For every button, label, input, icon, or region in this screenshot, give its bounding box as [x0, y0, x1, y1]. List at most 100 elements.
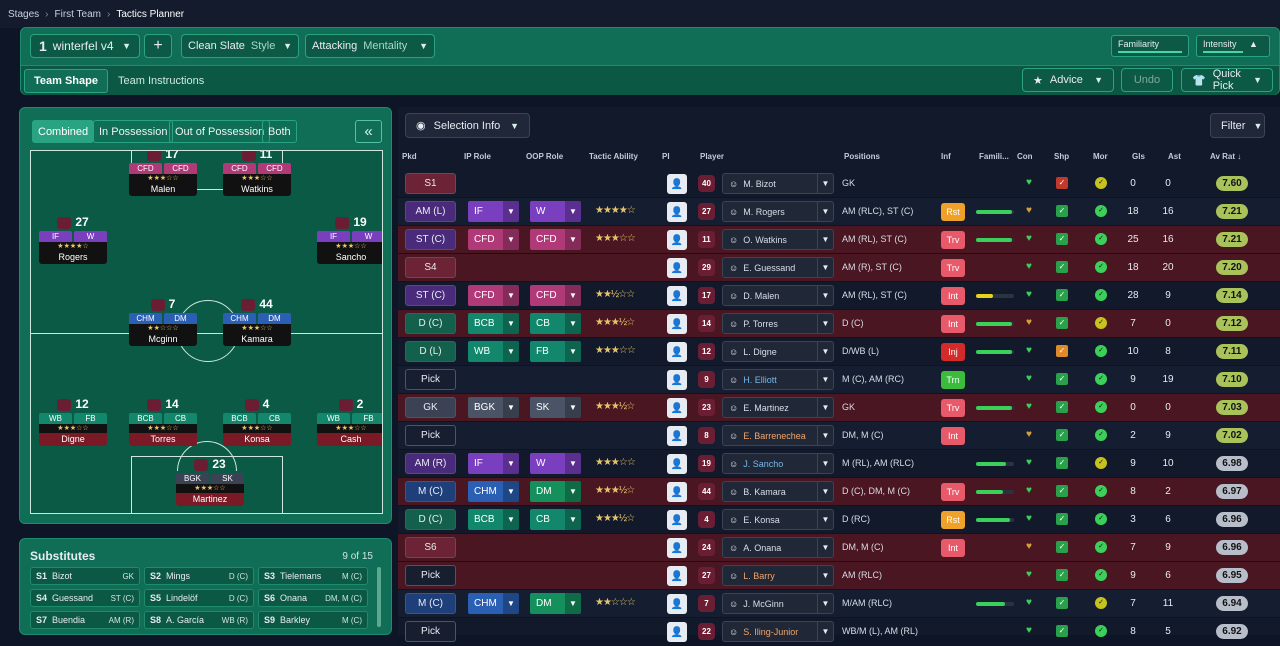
picked-slot-button[interactable]: D (C)	[405, 313, 456, 334]
style-selector[interactable]: Clean Slate Style ▼	[181, 34, 299, 58]
player-select[interactable]: ☺ A. Onana ▼	[722, 537, 834, 558]
player-select[interactable]: ☺ E. Konsa ▼	[722, 509, 834, 530]
ip-role-select[interactable]: BGK ▼	[468, 397, 519, 418]
ip-role-select[interactable]: IF ▼	[468, 453, 519, 474]
player-select[interactable]: ☺ J. Sancho ▼	[722, 453, 834, 474]
player-select[interactable]: ☺ E. Martinez ▼	[722, 397, 834, 418]
ip-role-select[interactable]: BCB ▼	[468, 313, 519, 334]
picked-slot-button[interactable]: M (C)	[405, 481, 456, 502]
undo-button[interactable]: Undo	[1121, 68, 1173, 92]
sub-slot[interactable]: S9 Barkley M (C)	[258, 611, 368, 629]
header-pkd[interactable]: Pkd	[402, 152, 417, 161]
oop-role-select[interactable]: SK ▼	[530, 397, 581, 418]
player-card[interactable]: 27 IF W ★★★★☆ Rogers	[39, 215, 107, 264]
influence-badge[interactable]: Trv	[941, 483, 965, 501]
quick-pick-button[interactable]: 👕 Quick Pick ▼	[1181, 68, 1273, 92]
header-player[interactable]: Player	[700, 152, 725, 161]
picked-slot-button[interactable]: ST (C)	[405, 229, 456, 250]
intensity-indicator[interactable]: Intensity ▲	[1196, 35, 1270, 57]
sub-slot[interactable]: S4 Guessand ST (C)	[30, 589, 140, 607]
sub-slot[interactable]: S6 Onana DM, M (C)	[258, 589, 368, 607]
picked-slot-button[interactable]: Pick	[405, 369, 456, 390]
influence-badge[interactable]: Int	[941, 427, 965, 445]
header-av-rat[interactable]: Av Rat ↓	[1210, 152, 1241, 161]
sub-slot[interactable]: S2 Mings D (C)	[144, 567, 254, 585]
tab-team-shape[interactable]: Team Shape	[24, 69, 108, 93]
player-instructions-icon[interactable]: 👤	[667, 454, 687, 474]
picked-slot-button[interactable]: Pick	[405, 425, 456, 446]
influence-badge[interactable]: Trn	[941, 371, 965, 389]
breadcrumb-stages[interactable]: Stages	[8, 8, 40, 20]
player-select[interactable]: ☺ M. Bizot ▼	[722, 173, 834, 194]
header-con[interactable]: Con	[1017, 152, 1033, 161]
familiarity-indicator[interactable]: Familiarity	[1111, 35, 1189, 57]
header-ip-role[interactable]: IP Role	[464, 152, 491, 161]
mode-in-possession[interactable]: In Possession	[93, 120, 174, 143]
sub-slot[interactable]: S7 Buendia AM (R)	[30, 611, 140, 629]
player-select[interactable]: ☺ H. Elliott ▼	[722, 369, 834, 390]
header-oop-role[interactable]: OOP Role	[526, 152, 564, 161]
player-select[interactable]: ☺ S. Iling-Junior ▼	[722, 621, 834, 642]
oop-role-select[interactable]: CB ▼	[530, 509, 581, 530]
player-card[interactable]: 19 IF W ★★★☆☆ Sancho	[317, 215, 382, 264]
player-select[interactable]: ☺ L. Digne ▼	[722, 341, 834, 362]
player-instructions-icon[interactable]: 👤	[667, 566, 687, 586]
oop-role-select[interactable]: FB ▼	[530, 341, 581, 362]
header-familiarity[interactable]: Famili...	[979, 152, 1009, 161]
picked-slot-button[interactable]: Pick	[405, 565, 456, 586]
influence-badge[interactable]: Trv	[941, 231, 965, 249]
player-instructions-icon[interactable]: 👤	[667, 314, 687, 334]
influence-badge[interactable]: Int	[941, 539, 965, 557]
ip-role-select[interactable]: CHM ▼	[468, 593, 519, 614]
picked-slot-button[interactable]: D (L)	[405, 341, 456, 362]
oop-role-select[interactable]: W ▼	[530, 453, 581, 474]
player-instructions-icon[interactable]: 👤	[667, 482, 687, 502]
influence-badge[interactable]: Trv	[941, 399, 965, 417]
subs-scrollbar[interactable]	[377, 567, 381, 627]
player-card[interactable]: 44 CHM DM ★★★☆☆ Kamara	[223, 297, 291, 346]
oop-role-select[interactable]: CB ▼	[530, 313, 581, 334]
player-select[interactable]: ☺ D. Malen ▼	[722, 285, 834, 306]
player-instructions-icon[interactable]: 👤	[667, 622, 687, 642]
player-instructions-icon[interactable]: 👤	[667, 230, 687, 250]
sub-slot[interactable]: S1 Bizot GK	[30, 567, 140, 585]
ip-role-select[interactable]: CHM ▼	[468, 481, 519, 502]
sub-slot[interactable]: S5 Lindelöf D (C)	[144, 589, 254, 607]
player-instructions-icon[interactable]: 👤	[667, 286, 687, 306]
ip-role-select[interactable]: IF ▼	[468, 201, 519, 222]
header-tactic-ability[interactable]: Tactic Ability	[589, 152, 638, 161]
player-card[interactable]: 4 BCB CB ★★★☆☆ Konsa	[223, 397, 291, 446]
oop-role-select[interactable]: CFD ▼	[530, 229, 581, 250]
player-select[interactable]: ☺ M. Rogers ▼	[722, 201, 834, 222]
picked-slot-button[interactable]: M (C)	[405, 593, 456, 614]
player-select[interactable]: ☺ L. Barry ▼	[722, 565, 834, 586]
ip-role-select[interactable]: BCB ▼	[468, 509, 519, 530]
selection-info-button[interactable]: ◉ Selection Info ▼	[405, 113, 530, 138]
player-select[interactable]: ☺ O. Watkins ▼	[722, 229, 834, 250]
influence-badge[interactable]: Int	[941, 287, 965, 305]
sub-slot[interactable]: S8 A. García WB (R)	[144, 611, 254, 629]
header-positions[interactable]: Positions	[844, 152, 881, 161]
oop-role-select[interactable]: DM ▼	[530, 593, 581, 614]
header-inf[interactable]: Inf	[941, 152, 951, 161]
player-instructions-icon[interactable]: 👤	[667, 174, 687, 194]
oop-role-select[interactable]: CFD ▼	[530, 285, 581, 306]
player-instructions-icon[interactable]: 👤	[667, 510, 687, 530]
influence-badge[interactable]: Rst	[941, 203, 965, 221]
header-mor[interactable]: Mor	[1093, 152, 1108, 161]
oop-role-select[interactable]: DM ▼	[530, 481, 581, 502]
picked-slot-button[interactable]: S4	[405, 257, 456, 278]
picked-slot-button[interactable]: D (C)	[405, 509, 456, 530]
influence-badge[interactable]: Trv	[941, 259, 965, 277]
ip-role-select[interactable]: CFD ▼	[468, 229, 519, 250]
add-tactic-button[interactable]: +	[144, 34, 172, 58]
player-instructions-icon[interactable]: 👤	[667, 202, 687, 222]
influence-badge[interactable]: Inj	[941, 343, 965, 361]
player-select[interactable]: ☺ P. Torres ▼	[722, 313, 834, 334]
mentality-selector[interactable]: Attacking Mentality ▼	[305, 34, 435, 58]
ip-role-select[interactable]: CFD ▼	[468, 285, 519, 306]
header-pi[interactable]: PI	[662, 152, 670, 161]
player-card[interactable]: 23 BGK SK ★★★☆☆ Martinez	[176, 457, 244, 506]
player-select[interactable]: ☺ B. Kamara ▼	[722, 481, 834, 502]
player-card[interactable]: 14 BCB CB ★★★☆☆ Torres	[129, 397, 197, 446]
